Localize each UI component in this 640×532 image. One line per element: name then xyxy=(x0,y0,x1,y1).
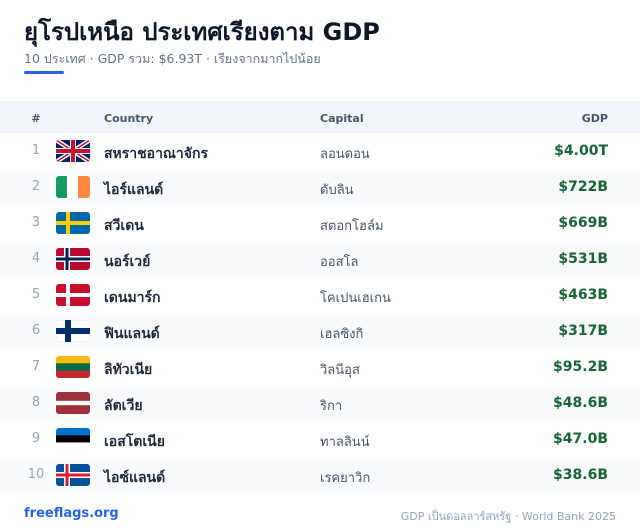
capital: ลอนดอน xyxy=(320,147,370,162)
table-row: 4 นอร์เวย์ ออสโล $531B xyxy=(0,241,640,277)
country: เดนมาร์ก xyxy=(104,290,161,306)
flag xyxy=(56,212,90,234)
capital: เรคยาวิก xyxy=(320,471,371,486)
table-row: 7 ลิทัวเนีย วิลนีอุส $95.2B xyxy=(0,349,640,385)
header-cell: # xyxy=(31,112,41,125)
country: ลัตเวีย xyxy=(104,398,143,414)
gdp: $4.00T xyxy=(554,143,608,159)
table-row: 8 ลัตเวีย ริกา $48.6B xyxy=(0,385,640,421)
gdp: $48.6B xyxy=(553,395,608,411)
rank: 8 xyxy=(31,395,41,410)
accent-bar xyxy=(24,71,64,74)
table-row: 10 ไอซ์แลนด์ เรคยาวิก $38.6B xyxy=(0,457,640,493)
capital: ทาลลินน์ xyxy=(320,435,370,450)
country: ไอร์แลนด์ xyxy=(104,182,164,198)
country: สหราชอาณาจักร xyxy=(104,146,208,162)
gdp: $317B xyxy=(558,323,608,339)
gdp: $463B xyxy=(558,287,608,303)
flag xyxy=(56,428,90,450)
flag xyxy=(56,248,90,270)
rank: 3 xyxy=(31,215,41,230)
header-cell: Capital xyxy=(320,112,364,125)
rank: 1 xyxy=(31,143,41,158)
capital: วิลนีอุส xyxy=(320,363,360,378)
capital: ออสโล xyxy=(320,255,359,270)
capital: ดับลิน xyxy=(320,183,354,198)
source-link[interactable]: freeflags.org xyxy=(24,506,119,521)
rank: 5 xyxy=(31,287,41,302)
subtitle: 10 ประเทศ · GDP รวม: $6.93T · เรียงจากมา… xyxy=(24,51,321,66)
table-header: # Country Capital GDP xyxy=(0,101,640,133)
country: นอร์เวย์ xyxy=(104,254,151,270)
country: สวีเดน xyxy=(104,218,144,234)
footer-note: GDP เป็นดอลลาร์สหรัฐ · World Bank 2025 xyxy=(400,510,616,523)
flag xyxy=(56,284,90,306)
capital: เฮลซิงกิ xyxy=(320,327,364,342)
rank: 10 xyxy=(27,467,45,482)
flag xyxy=(56,392,90,414)
table-row: 9 เอสโตเนีย ทาลลินน์ $47.0B xyxy=(0,421,640,457)
country: ฟินแลนด์ xyxy=(104,326,160,342)
header-cell: GDP xyxy=(581,112,608,125)
country: ไอซ์แลนด์ xyxy=(104,470,166,486)
flag xyxy=(56,320,90,342)
gdp: $531B xyxy=(558,251,608,267)
capital: ริกา xyxy=(320,399,343,414)
rank: 4 xyxy=(31,251,41,266)
title: ยุโรปเหนือ ประเทศเรียงตาม GDP xyxy=(24,18,380,46)
gdp: $95.2B xyxy=(553,359,608,375)
flag xyxy=(56,176,90,198)
capital: โคเปนเฮเกน xyxy=(320,291,391,306)
rank: 6 xyxy=(31,323,41,338)
rank: 7 xyxy=(31,359,41,374)
gdp: $722B xyxy=(558,179,608,195)
rank: 9 xyxy=(31,431,41,446)
gdp: $38.6B xyxy=(553,467,608,483)
country: เอสโตเนีย xyxy=(104,434,165,450)
flag xyxy=(56,464,90,486)
rank: 2 xyxy=(31,179,41,194)
capital: สตอกโฮล์ม xyxy=(320,219,384,234)
table-row: 2 ไอร์แลนด์ ดับลิน $722B xyxy=(0,169,640,205)
header-cell: Country xyxy=(104,112,154,125)
country: ลิทัวเนีย xyxy=(104,362,153,378)
flag xyxy=(56,140,90,162)
table-row: 3 สวีเดน สตอกโฮล์ม $669B xyxy=(0,205,640,241)
gdp: $669B xyxy=(558,215,608,231)
table-row: 6 ฟินแลนด์ เฮลซิงกิ $317B xyxy=(0,313,640,349)
gdp: $47.0B xyxy=(553,431,608,447)
table-row: 1 สหราชอาณาจักร ลอนดอน $4.00T xyxy=(0,133,640,169)
table-row: 5 เดนมาร์ก โคเปนเฮเกน $463B xyxy=(0,277,640,313)
flag xyxy=(56,356,90,378)
